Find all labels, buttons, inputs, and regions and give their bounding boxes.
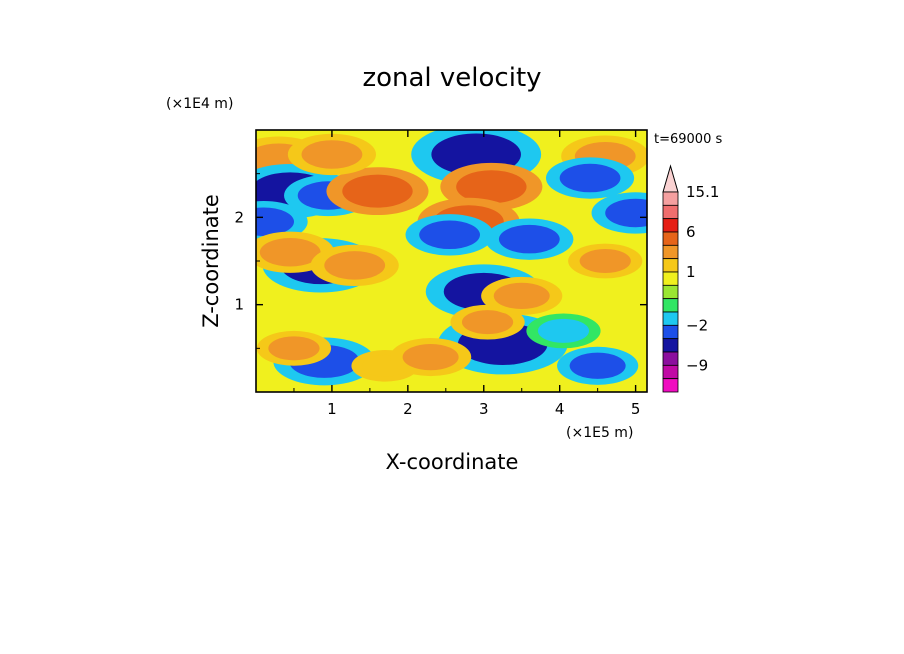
- x-axis-label: X-coordinate: [386, 450, 519, 474]
- colorbar-swatch: [662, 351, 679, 366]
- x-tick-label: 5: [631, 400, 641, 418]
- y-tick-label: 1: [234, 296, 244, 314]
- colorbar-label: 15.1: [686, 183, 719, 201]
- colorbar-swatch: [662, 244, 679, 260]
- colorbar-swatch: [662, 378, 679, 393]
- colorbar-arrow-top: [662, 164, 679, 193]
- colorbar-swatch: [662, 204, 679, 220]
- x-tick-label: 4: [555, 400, 565, 418]
- field-contour-blob: [456, 170, 527, 204]
- field-contour-blob: [259, 238, 321, 267]
- field-contour-blob: [493, 282, 550, 310]
- y-units-label: (×1E4 m): [166, 96, 233, 112]
- colorbar-label: −2: [686, 316, 708, 334]
- colorbar-swatch: [662, 324, 679, 340]
- x-axis: 1 2 3 4 5: [293, 130, 641, 418]
- field-contour-blob: [537, 318, 590, 343]
- field-contour-blob: [579, 249, 631, 273]
- colorbar-swatch: [662, 258, 679, 273]
- field-contour-blob: [461, 310, 514, 335]
- y-axis-label: Z-coordinate: [199, 194, 223, 328]
- field-contour-blob: [569, 352, 626, 379]
- y-tick-label: 2: [234, 208, 244, 226]
- colorbar-swatch: [662, 218, 679, 233]
- x-units-label: (×1E5 m): [566, 425, 633, 441]
- x-tick-label: 3: [479, 400, 489, 418]
- colorbar-swatch: [662, 338, 679, 353]
- x-tick-label: 2: [403, 400, 413, 418]
- field-contour-blob: [268, 336, 320, 361]
- colorbar-swatch: [662, 271, 679, 286]
- colorbar: 15.1 6 1 −2 −9: [662, 164, 719, 393]
- field-contour-blob: [498, 224, 560, 254]
- y-axis: 12: [234, 173, 647, 349]
- field-contour-blob: [256, 207, 294, 236]
- field-contour-blob: [419, 220, 481, 250]
- colorbar-swatch: [662, 364, 679, 380]
- time-label: t=69000 s: [654, 132, 722, 147]
- field-contour-blob: [402, 343, 459, 371]
- field-contour-blob: [301, 140, 363, 169]
- field-contour-blob: [324, 251, 386, 280]
- colorbar-swatch: [662, 191, 679, 206]
- field-contour-blob: [605, 198, 647, 228]
- field-contour-blob: [559, 163, 621, 193]
- x-tick-label: 1: [327, 400, 337, 418]
- colorbar-swatch: [662, 231, 679, 246]
- colorbar-label: 1: [686, 263, 696, 281]
- chart-title: zonal velocity: [362, 63, 541, 93]
- colorbar-label: 6: [686, 223, 696, 241]
- colorbar-swatch: [662, 284, 679, 300]
- contour-field: [256, 130, 647, 392]
- colorbar-swatch: [662, 311, 679, 326]
- colorbar-label: −9: [686, 356, 708, 374]
- field-contour-blob: [342, 174, 413, 208]
- colorbar-swatch: [662, 298, 679, 313]
